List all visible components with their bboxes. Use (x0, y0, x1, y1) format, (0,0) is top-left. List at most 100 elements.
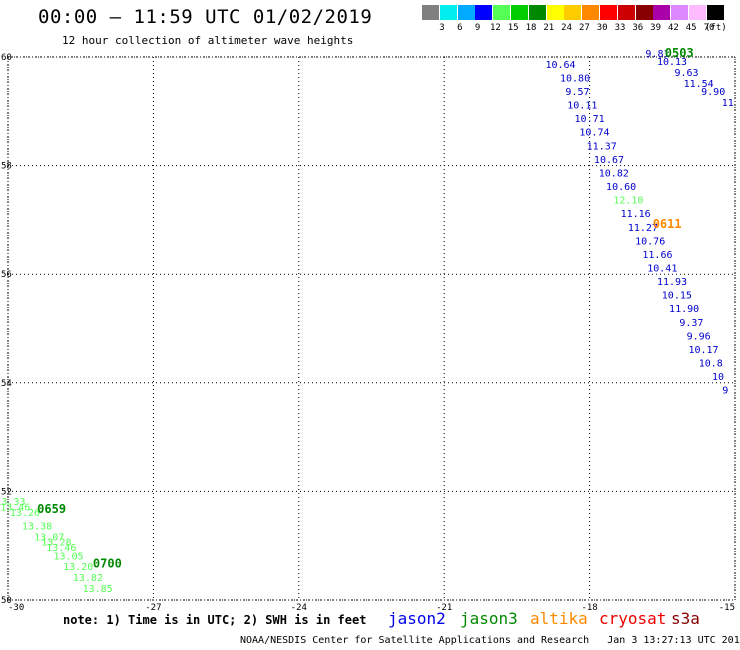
colorbar-swatch (617, 5, 635, 20)
swh-value-label: 9.96 (687, 331, 711, 342)
swh-value-label: 13.46 (46, 543, 76, 554)
track-time-label: 0503 (665, 46, 694, 60)
colorbar-swatch (564, 5, 582, 20)
swh-value-label: 11.66 (642, 250, 672, 261)
swh-value-label: 9.37 (679, 318, 703, 329)
swh-value-label: 10 (712, 372, 724, 383)
colorbar-tick-label: 30 (596, 23, 608, 33)
colorbar-swatch (706, 5, 724, 20)
swh-value-label: 11.37 (587, 141, 617, 152)
lat-tick-label: 58 (1, 162, 12, 172)
swh-value-label: 10.74 (579, 128, 609, 139)
swh-value-label: 10.11 (567, 101, 597, 112)
swh-value-label: 10.80 (560, 73, 590, 84)
lat-tick-label: 50 (1, 596, 12, 606)
swh-value-label: 9.90 (701, 87, 725, 98)
swh-value-label: 10.67 (594, 155, 624, 166)
map-subtitle: 12 hour collection of altimeter wave hei… (62, 34, 354, 47)
colorbar-tick-label: 70 (703, 23, 715, 33)
swh-value-label: 10.82 (599, 168, 629, 179)
colorbar-tick-label: 42 (667, 23, 679, 33)
swh-value-label: 11.27 (628, 223, 658, 234)
colorbar-swatch (671, 5, 689, 20)
legend-altika: altika (530, 609, 588, 628)
colorbar-tick-label: 9 (474, 23, 481, 33)
swh-value-label: 13.46 (0, 502, 30, 513)
swh-value-label: 13.85 (83, 584, 113, 595)
colorbar-tick-label: 33 (614, 23, 626, 33)
swh-value-label: 9 (722, 386, 728, 397)
legend-jason2: jason2 (388, 609, 446, 628)
swh-value-label: 13.20 (63, 562, 93, 573)
colorbar-tick-label: 21 (543, 23, 555, 33)
plot-frame (7, 56, 736, 601)
track-time-label: 0700 (93, 556, 122, 570)
legend-cryosat: cryosat (599, 609, 667, 628)
swh-value-label: 13.38 (22, 521, 52, 532)
lon-tick-label: -24 (291, 603, 307, 613)
swh-value-label: 9.81 (645, 49, 669, 60)
swh-value-label: 12.10 (613, 196, 643, 207)
colorbar-swatch (493, 5, 511, 20)
colorbar-swatch (475, 5, 493, 20)
colorbar-swatch (511, 5, 528, 20)
swh-value-label: 13.33 (0, 497, 25, 508)
swh-value-label: 11.90 (669, 304, 699, 315)
swh-value-label: 11 (722, 98, 734, 109)
swh-value-label: 13.05 (54, 551, 84, 562)
colorbar-tick-label: 36 (632, 23, 644, 33)
lat-tick-label: 56 (1, 270, 12, 280)
track-time-label: 0659 (37, 502, 66, 516)
legend-s3a: s3a (671, 609, 700, 628)
lon-tick-label: -27 (145, 603, 161, 613)
swh-value-label: 11.93 (657, 277, 687, 288)
colorbar-tick-label: 18 (525, 23, 537, 33)
colorbar-tick-label: 12 (489, 23, 501, 33)
colorbar-swatch (689, 5, 706, 20)
swh-value-label: 10.13 (657, 57, 687, 68)
colorbar-swatch (653, 5, 671, 20)
swh-value-label: 9.57 (565, 87, 589, 98)
map-title: 00:00 – 11:59 UTC 01/02/2019 (38, 6, 373, 28)
swh-value-label: 13.26 (10, 508, 40, 519)
swh-value-label: 10.15 (662, 291, 692, 302)
credit-text: NOAA/NESDIS Center for Satellite Applica… (240, 635, 590, 646)
swh-value-label: 13.82 (73, 573, 103, 584)
swh-value-label: 10.8 (699, 359, 723, 370)
lon-tick-label: -18 (581, 603, 597, 613)
colorbar-swatch (582, 5, 600, 20)
colorbar-swatch (439, 5, 457, 20)
lon-tick-label: -30 (8, 603, 24, 613)
lon-tick-label: -15 (719, 603, 735, 613)
colorbar-tick-label: 15 (507, 23, 519, 33)
colorbar-unit: (ft) (705, 23, 727, 33)
colorbar-swatch (635, 5, 653, 20)
swh-value-label: 9.63 (674, 68, 698, 79)
swh-value-label: 10.41 (647, 263, 677, 274)
colorbar-swatch (528, 5, 546, 20)
swh-value-label: 11.54 (684, 79, 714, 90)
swh-value-label: 11.16 (621, 209, 651, 220)
lat-tick-label: 54 (1, 379, 12, 389)
lon-tick-label: -21 (436, 603, 452, 613)
colorbar-tick-label: 3 (439, 23, 445, 33)
colorbar-swatch (422, 5, 439, 20)
colorbar-tick-label: 27 (578, 23, 590, 33)
colorbar-swatch (457, 5, 475, 20)
track-time-label: 0611 (653, 217, 682, 231)
generated-timestamp: Jan 3 13:27:13 UTC 2019 (607, 635, 740, 646)
swh-value-label: 10.64 (545, 60, 575, 71)
swh-value-label: 13.28 (41, 538, 71, 549)
footnote: note: 1) Time is in UTC; 2) SWH is in fe… (63, 613, 367, 627)
colorbar-tick-label: 6 (457, 23, 463, 33)
colorbar-swatch (600, 5, 617, 20)
swh-value-label: 10.76 (635, 236, 665, 247)
legend-jason3: jason3 (460, 609, 518, 628)
colorbar-tick-label: 39 (650, 23, 662, 33)
swh-value-label: 10.71 (575, 114, 605, 125)
footer-credit: NOAA/NESDIS Center for Satellite Applica… (240, 635, 740, 646)
swh-value-label: 10.60 (606, 182, 636, 193)
colorbar-tick-label: 24 (561, 23, 573, 33)
swh-value-label: 13.07 (34, 532, 64, 543)
